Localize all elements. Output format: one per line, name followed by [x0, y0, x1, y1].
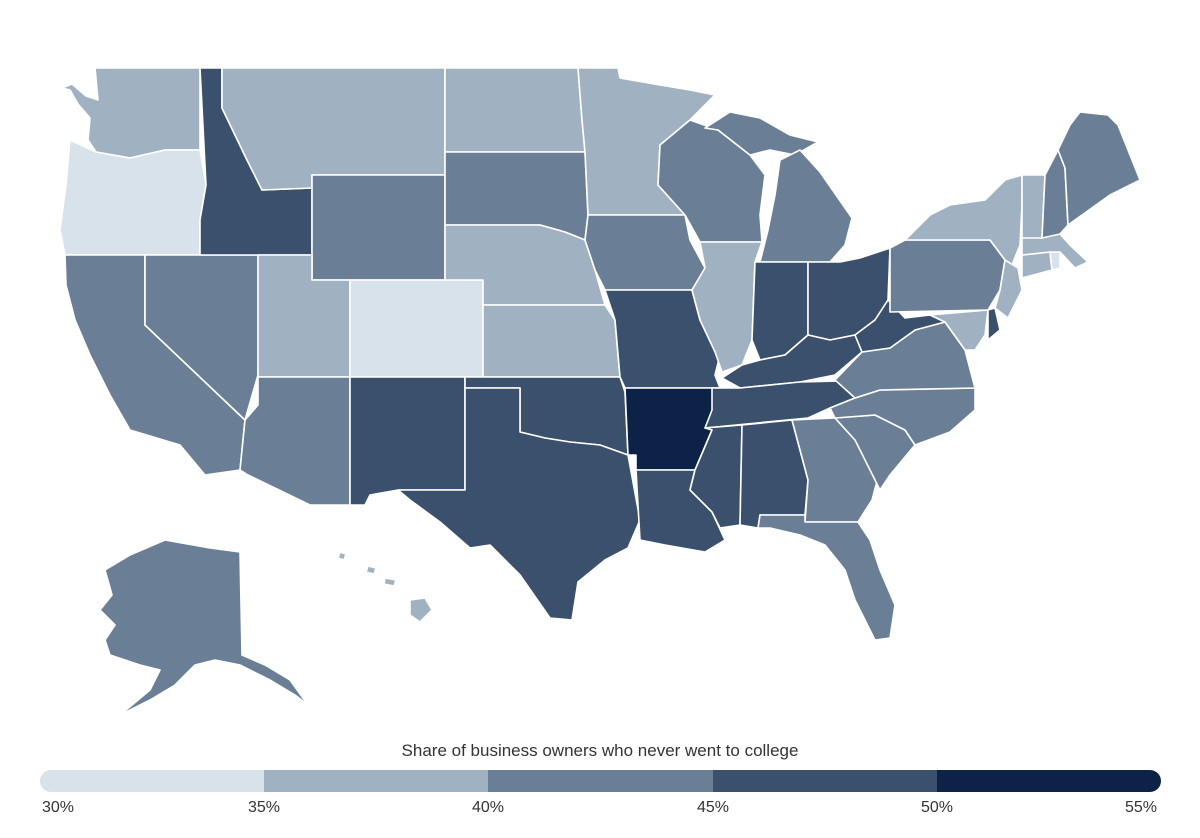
legend-bin-30-35	[40, 770, 265, 792]
state-arizona	[239, 376, 351, 506]
state-rhode-island	[1049, 251, 1061, 271]
legend-color-scale	[40, 770, 1161, 792]
state-new-jersey	[994, 259, 1023, 319]
state-texas	[397, 387, 641, 621]
legend-tick-40: 40%	[471, 799, 505, 816]
state-maine	[1057, 111, 1141, 226]
state-michigan	[759, 149, 853, 263]
state-new-mexico	[349, 376, 466, 506]
state-kansas	[482, 304, 621, 378]
state-alaska	[99, 539, 309, 716]
state-iowa	[584, 214, 706, 291]
legend-bin-45-50	[712, 770, 937, 792]
state-delaware	[987, 307, 1001, 341]
legend-bin-35-40	[264, 770, 489, 792]
legend-tick-30: 30%	[41, 799, 75, 816]
state-massachusetts	[1021, 233, 1089, 269]
state-montana	[221, 67, 446, 191]
legend-title: Share of business owners who never went …	[401, 741, 799, 760]
state-west-virginia	[854, 299, 946, 353]
state-washington	[61, 67, 201, 159]
state-pennsylvania	[889, 239, 1006, 313]
state-oregon	[59, 139, 207, 256]
legend-tick-50: 50%	[920, 799, 954, 816]
state-vermont	[1021, 174, 1046, 239]
state-hawaii-islands	[337, 551, 397, 587]
state-connecticut	[1021, 251, 1053, 279]
state-hawaii	[409, 597, 433, 623]
state-nebraska	[444, 224, 606, 306]
state-florida	[757, 514, 896, 641]
state-illinois	[691, 241, 763, 373]
legend-bin-50-55	[936, 770, 1161, 792]
state-michigan-upper	[704, 111, 819, 156]
state-colorado	[349, 279, 484, 378]
legend-tick-55: 55%	[1124, 799, 1158, 816]
state-wyoming	[311, 174, 446, 281]
state-north-dakota	[444, 67, 586, 153]
us-choropleth-map	[59, 67, 1141, 716]
legend-tick-35: 35%	[247, 799, 281, 816]
legend-bin-40-45	[488, 770, 713, 792]
legend-tick-45: 45%	[696, 799, 730, 816]
